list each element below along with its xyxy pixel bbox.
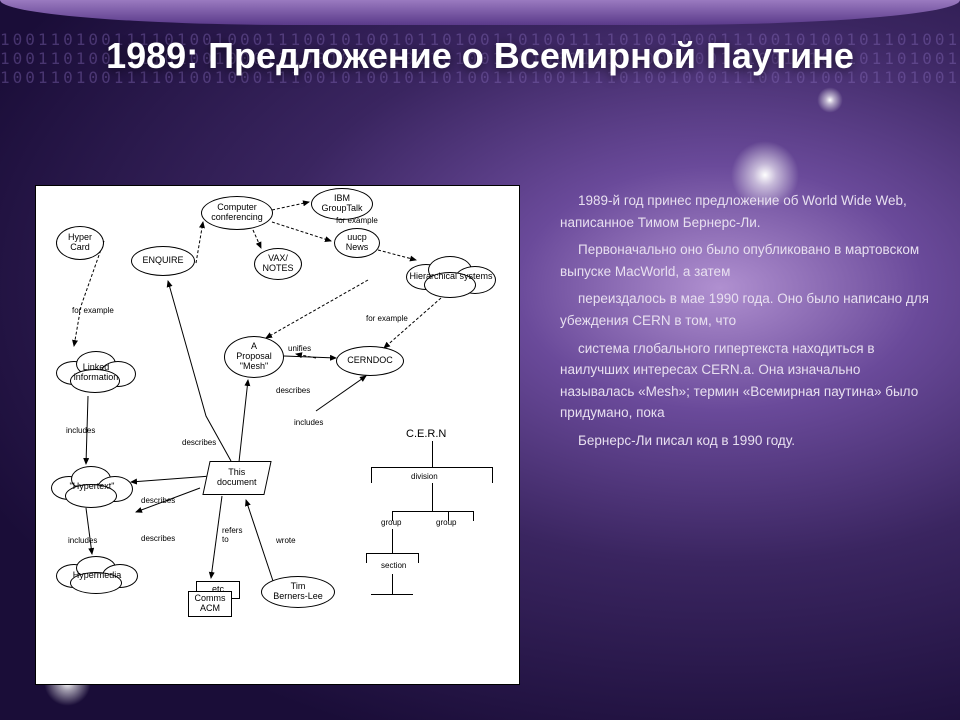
- node-hypermedia: Hypermedia: [56, 556, 138, 596]
- tree-line: [392, 574, 393, 594]
- edge-label: includes: [294, 418, 323, 427]
- node-vax-notes: VAX/NOTES: [254, 248, 302, 280]
- node-enquire: ENQUIRE: [131, 246, 195, 276]
- node-computer-conferencing: Computerconferencing: [201, 196, 273, 230]
- tree-line: [473, 511, 474, 521]
- edge-label: refersto: [222, 526, 242, 544]
- tree-line: [418, 553, 419, 563]
- edge-label: describes: [141, 496, 175, 505]
- edge-label: for example: [336, 216, 378, 225]
- sparkle-decoration: [815, 85, 845, 115]
- node-hypertext: "Hypertext": [51, 466, 133, 508]
- tree-line: [371, 467, 372, 483]
- para: переиздалось в мае 1990 года. Оно было н…: [560, 288, 930, 331]
- slide-title: 1989: Предложение о Всемирной Паутине: [0, 35, 960, 77]
- edge-label: for example: [72, 306, 114, 315]
- edge-label: group: [436, 518, 456, 527]
- para: 1989-й год принес предложение об World W…: [560, 190, 930, 233]
- edge-label: for example: [366, 314, 408, 323]
- edge-label: describes: [141, 534, 175, 543]
- tree-line: [366, 553, 367, 563]
- tree-line: [371, 594, 413, 595]
- edge-label: includes: [68, 536, 97, 545]
- edge-label: includes: [66, 426, 95, 435]
- node-tim-berners-lee: TimBerners-Lee: [261, 576, 335, 608]
- node-linked-information: Linkedinformation: [56, 351, 136, 395]
- edge-label: wrote: [276, 536, 296, 545]
- edge-label: describes: [182, 438, 216, 447]
- tree-line: [366, 553, 418, 554]
- para: Бернерс-Ли писал код в 1990 году.: [560, 430, 930, 452]
- edge-label: division: [411, 472, 438, 481]
- tree-line: [371, 467, 493, 468]
- edge-label: unifies: [288, 344, 311, 353]
- tree-line: [432, 441, 433, 467]
- tree-line: [392, 511, 393, 521]
- tree-line: [392, 529, 393, 553]
- label-cern: C.E.R.N: [406, 428, 446, 440]
- tree-line: [432, 483, 433, 511]
- node-this-document: Thisdocument: [202, 461, 271, 495]
- para: система глобального гипертекста находить…: [560, 338, 930, 424]
- sidebar-text: 1989-й год принес предложение об World W…: [560, 190, 930, 458]
- node-uucp-news: uucpNews: [334, 228, 380, 258]
- node-proposal-mesh: AProposal"Mesh": [224, 336, 284, 378]
- node-hierarchical: Hierarchical systems: [406, 256, 496, 298]
- tree-line: [392, 511, 474, 512]
- node-comms-acm: CommsACM: [188, 591, 232, 617]
- node-hypercard: HyperCard: [56, 226, 104, 260]
- diagram-container: Computerconferencing IBMGroupTalk HyperC…: [35, 185, 520, 685]
- tree-line: [448, 511, 449, 521]
- tree-line: [492, 467, 493, 483]
- header-bar: [0, 0, 960, 25]
- para: Первоначально оно было опубликовано в ма…: [560, 239, 930, 282]
- edge-label: section: [381, 561, 406, 570]
- edge-label: describes: [276, 386, 310, 395]
- node-cerndoc: CERNDOC: [336, 346, 404, 376]
